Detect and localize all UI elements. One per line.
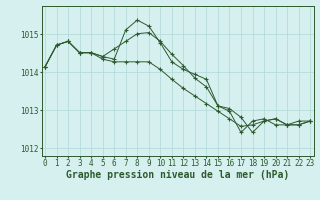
X-axis label: Graphe pression niveau de la mer (hPa): Graphe pression niveau de la mer (hPa) <box>66 170 289 180</box>
